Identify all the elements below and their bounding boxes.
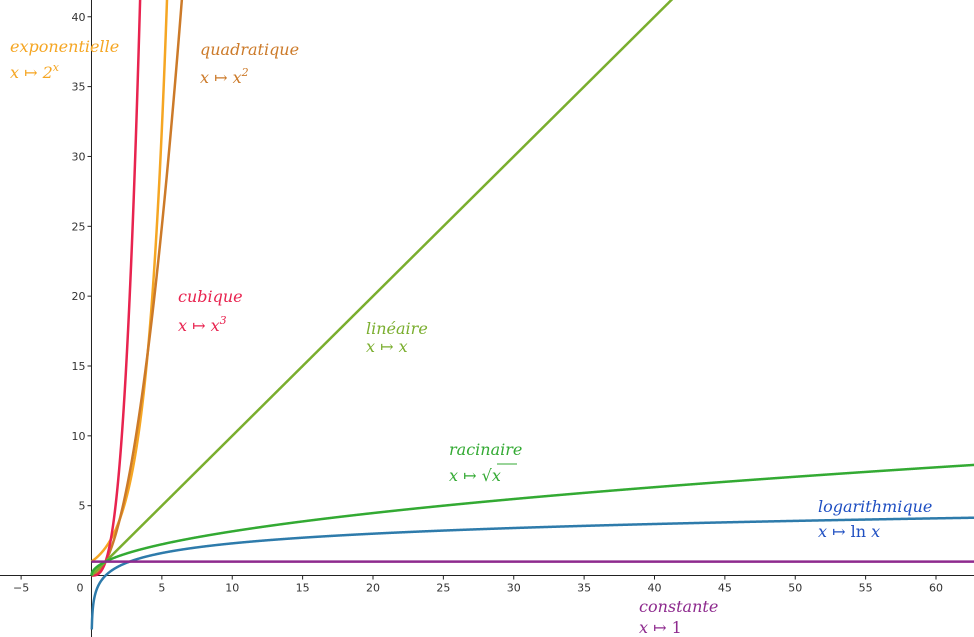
y-tick-label: 35 — [71, 81, 85, 94]
label-cubique-name: cubique — [178, 287, 243, 306]
y-tick-label: 5 — [78, 500, 85, 513]
label-constante-expr: x ↦ 1 — [639, 618, 682, 637]
x-tick-label: 5 — [158, 582, 165, 595]
y-tick-label: 25 — [71, 220, 85, 233]
svg-text:x ↦ √x: x ↦ √x — [449, 466, 501, 485]
x-tick-label: 25 — [436, 582, 450, 595]
curves — [90, 0, 974, 630]
x-tick-label: 30 — [507, 582, 521, 595]
y-tick-label: 30 — [71, 150, 85, 163]
curve-labels: exponentielle x ↦ 2x quadratique x ↦ x2 … — [10, 37, 932, 637]
curve-quadratique — [90, 0, 184, 577]
label-lineaire-expr: x ↦ x — [366, 337, 408, 356]
x-tick-label: 0 — [76, 582, 83, 595]
x-tick-label: 45 — [718, 582, 732, 595]
x-tick-label: 10 — [225, 582, 239, 595]
label-logarithmique-name: logarithmique — [818, 497, 932, 516]
label-racinaire-name: racinaire — [449, 440, 522, 459]
y-tick-label: 40 — [71, 11, 85, 24]
label-racinaire-expr: x ↦ √x — [449, 463, 517, 485]
y-tick-label: 20 — [71, 290, 85, 303]
curve-exponentielle — [90, 0, 169, 563]
label-exponentielle-expr: x ↦ 2x — [10, 61, 60, 82]
x-tick-label: 35 — [577, 582, 591, 595]
tick-marks: −5 0 5 10 15 20 25 30 35 40 45 50 55 60 5 10 15 20 25 30 35 4… — [13, 11, 943, 595]
curve-lineaire — [90, 0, 674, 577]
x-tick-label: 20 — [366, 582, 380, 595]
x-tick-label: 40 — [647, 582, 661, 595]
curve-cubique — [90, 0, 142, 577]
x-tick-label: −5 — [13, 582, 29, 595]
y-tick-label: 15 — [71, 360, 85, 373]
label-cubique-expr: x ↦ x3 — [178, 314, 227, 335]
label-lineaire-name: linéaire — [366, 319, 428, 338]
y-tick-label: 10 — [71, 430, 85, 443]
x-tick-label: 55 — [859, 582, 873, 595]
label-constante-name: constante — [639, 597, 718, 616]
x-tick-label: 15 — [296, 582, 310, 595]
label-quadratique-expr: x ↦ x2 — [200, 66, 249, 87]
curve-racinaire — [90, 463, 974, 576]
x-tick-label: 50 — [788, 582, 802, 595]
label-logarithmique-expr: x ↦ ln x — [818, 522, 880, 541]
curve-logarithmique — [90, 516, 974, 630]
label-quadratique-name: quadratique — [200, 40, 299, 59]
label-exponentielle-name: exponentielle — [10, 37, 119, 56]
x-tick-label: 60 — [929, 582, 943, 595]
